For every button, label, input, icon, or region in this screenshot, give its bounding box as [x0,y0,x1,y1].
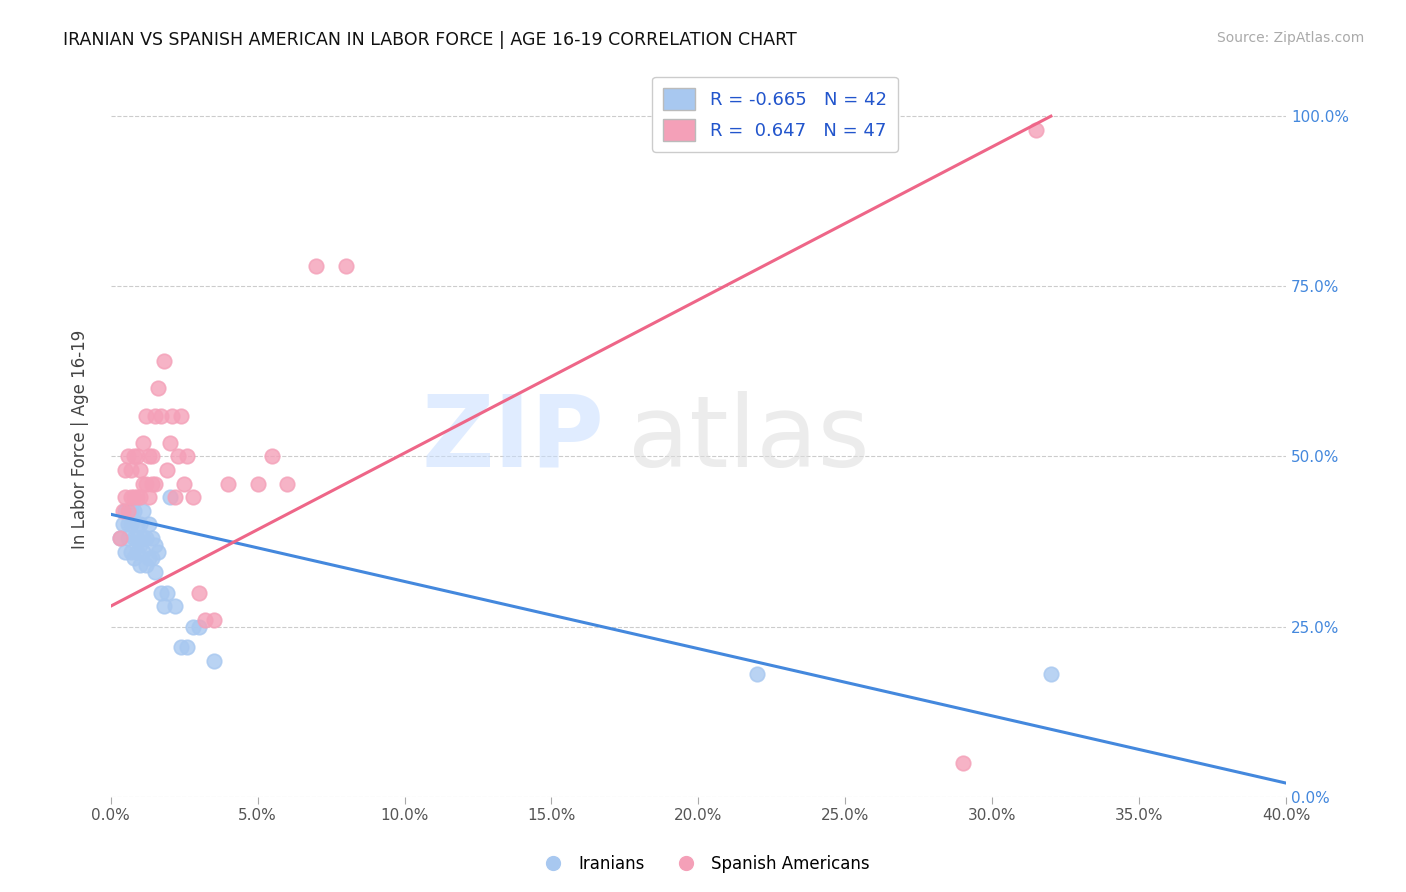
Point [143,538,166,552]
Point [141,531,163,545]
Text: Source: ZipAtlas.com: Source: ZipAtlas.com [1216,31,1364,45]
Point [1025,122,1047,136]
Point [167,450,190,464]
Point [135,531,157,545]
Point [127,490,149,504]
Point [114,490,136,504]
Point [127,450,149,464]
Point [138,551,160,566]
Point [165,490,187,504]
Point [120,504,142,518]
Point [135,476,157,491]
Point [143,565,166,579]
Point [187,585,209,599]
Point [129,558,152,573]
Point [117,531,139,545]
Point [155,463,177,477]
Point [141,551,163,566]
Text: IRANIAN VS SPANISH AMERICAN IN LABOR FORCE | AGE 16-19 CORRELATION CHART: IRANIAN VS SPANISH AMERICAN IN LABOR FOR… [63,31,797,49]
Point [1039,667,1062,681]
Point [111,504,134,518]
Point [135,409,157,423]
Point [122,504,145,518]
Point [132,504,155,518]
Point [170,640,193,654]
Point [181,490,204,504]
Text: atlas: atlas [628,391,869,488]
Point [162,409,184,423]
Point [149,585,172,599]
Point [135,558,157,573]
Point [122,450,145,464]
Point [176,450,198,464]
Point [132,435,155,450]
Legend: R = -0.665   N = 42, R =  0.647   N = 47: R = -0.665 N = 42, R = 0.647 N = 47 [652,77,897,152]
Point [173,476,195,491]
Point [114,463,136,477]
Point [335,259,357,273]
Legend: Iranians, Spanish Americans: Iranians, Spanish Americans [530,848,876,880]
Point [159,435,181,450]
Point [146,381,169,395]
Point [276,476,298,491]
Point [138,517,160,532]
Point [202,613,225,627]
Point [132,531,155,545]
Point [127,517,149,532]
Point [952,756,974,770]
Point [152,599,174,614]
Point [127,531,149,545]
Point [120,490,142,504]
Point [132,544,155,558]
Point [305,259,328,273]
Point [143,476,166,491]
Point [141,450,163,464]
Point [138,490,160,504]
Point [187,619,209,633]
Point [149,409,172,423]
Point [120,544,142,558]
Point [262,450,284,464]
Point [165,599,187,614]
Point [122,551,145,566]
Point [159,490,181,504]
Point [117,504,139,518]
Point [129,538,152,552]
Point [146,544,169,558]
Point [122,490,145,504]
Point [114,544,136,558]
Point [108,531,131,545]
Point [122,531,145,545]
Point [120,463,142,477]
Point [138,450,160,464]
Point [129,463,152,477]
Point [111,517,134,532]
Point [181,619,204,633]
Point [202,654,225,668]
Point [155,585,177,599]
Point [246,476,269,491]
Point [108,531,131,545]
Point [170,409,193,423]
Point [143,409,166,423]
Y-axis label: In Labor Force | Age 16-19: In Labor Force | Age 16-19 [72,330,89,549]
Point [745,667,768,681]
Point [129,490,152,504]
Point [152,354,174,368]
Point [120,517,142,532]
Point [176,640,198,654]
Point [127,544,149,558]
Point [129,517,152,532]
Point [194,613,217,627]
Point [217,476,239,491]
Point [117,450,139,464]
Point [132,476,155,491]
Point [114,504,136,518]
Text: ZIP: ZIP [422,391,605,488]
Point [117,517,139,532]
Point [141,476,163,491]
